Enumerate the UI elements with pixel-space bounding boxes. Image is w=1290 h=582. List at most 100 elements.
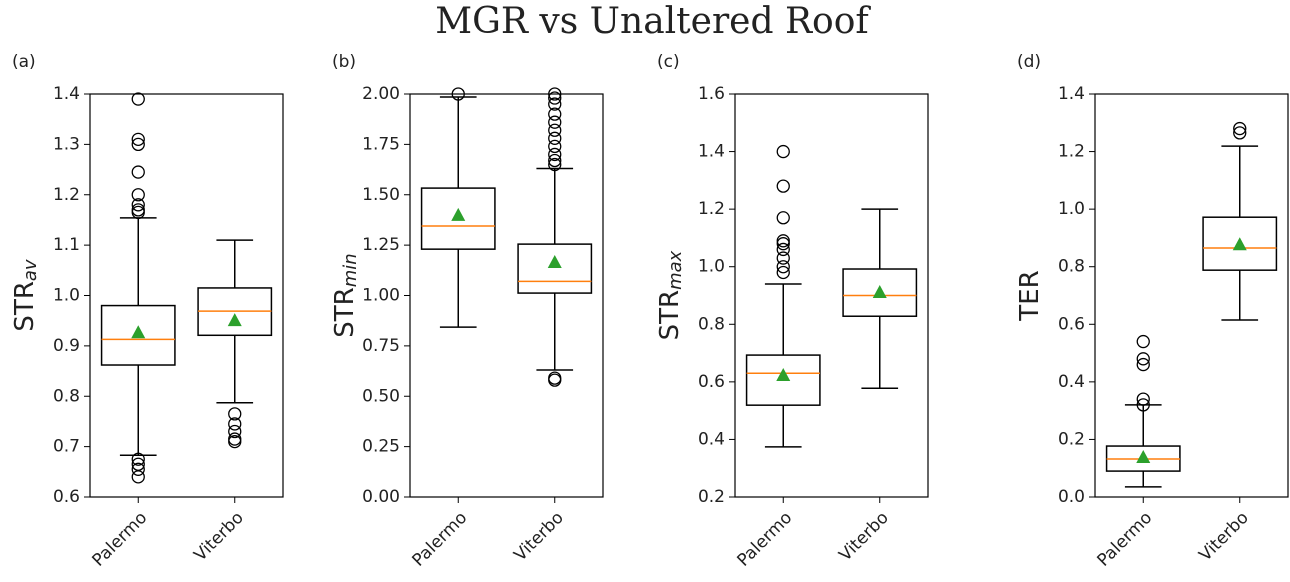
y-tick-label: 1.00 xyxy=(362,286,400,306)
y-tick-label: 1.0 xyxy=(1058,199,1085,219)
outlier xyxy=(131,470,145,484)
outlier xyxy=(131,92,145,106)
outlier xyxy=(228,432,242,446)
y-tick-label: 1.1 xyxy=(53,235,80,255)
outlier xyxy=(548,107,562,121)
y-tick-label: 0.2 xyxy=(1058,429,1085,449)
box xyxy=(842,268,918,317)
outlier xyxy=(131,165,145,179)
box xyxy=(745,354,821,406)
panel-label: (c) xyxy=(657,52,680,72)
x-tick-label: Viterbo xyxy=(510,508,567,565)
outlier xyxy=(776,265,790,280)
y-tick-label: 0.00 xyxy=(362,487,400,507)
outlier xyxy=(131,205,145,220)
box xyxy=(100,304,176,366)
box xyxy=(420,187,496,250)
y-axis-label-main: TER xyxy=(1015,270,1045,321)
axes-frame xyxy=(409,93,604,498)
outlier xyxy=(1136,334,1150,349)
mean-marker xyxy=(1232,237,1247,251)
y-tick-label: 0.8 xyxy=(1058,257,1085,277)
y-tick-label: 0.8 xyxy=(698,314,725,334)
y-tick-label: 1.3 xyxy=(53,134,80,154)
outlier xyxy=(131,137,145,152)
x-tick-label: Viterbo xyxy=(835,508,892,565)
outlier xyxy=(1136,357,1150,372)
outlier xyxy=(548,139,562,154)
outlier xyxy=(131,462,145,476)
y-tick-label: 0.25 xyxy=(362,437,400,457)
x-tick-label: Viterbo xyxy=(190,508,247,565)
y-axis-label: STRav xyxy=(10,259,42,331)
box xyxy=(517,243,593,294)
outlier xyxy=(776,237,790,251)
y-tick-label: 1.0 xyxy=(53,286,80,306)
outlier xyxy=(776,179,790,193)
y-axis-label-sub: av xyxy=(20,259,41,281)
outlier xyxy=(1136,352,1150,366)
outlier xyxy=(548,373,562,387)
y-tick-label: 1.4 xyxy=(1058,84,1085,104)
y-axis-label-main: STR xyxy=(655,290,685,340)
panel-label: (b) xyxy=(332,52,356,72)
box xyxy=(1202,216,1278,271)
outlier xyxy=(1136,392,1150,406)
outlier xyxy=(548,153,562,168)
panel-label: (a) xyxy=(12,52,36,72)
y-tick-label: 0.7 xyxy=(53,437,80,457)
outlier xyxy=(548,131,562,145)
axes-frame xyxy=(734,93,929,498)
y-axis-label-sub: min xyxy=(340,253,361,287)
outlier xyxy=(776,144,790,159)
mean-marker xyxy=(227,313,242,327)
outlier xyxy=(776,251,790,265)
y-tick-label: 1.2 xyxy=(698,199,725,219)
axes-frame xyxy=(1094,93,1289,498)
y-tick-label: 2.00 xyxy=(362,84,400,104)
outlier xyxy=(548,115,562,129)
mean-marker xyxy=(547,255,562,269)
outlier xyxy=(548,123,562,137)
outlier xyxy=(776,260,790,274)
mean-marker xyxy=(776,367,791,381)
y-tick-label: 0.4 xyxy=(1058,372,1085,392)
y-tick-label: 0.9 xyxy=(53,336,80,356)
x-tick-label: Palermo xyxy=(409,508,472,571)
outlier xyxy=(548,157,562,172)
outlier xyxy=(776,242,790,257)
panel-label: (d) xyxy=(1017,52,1041,72)
y-tick-label: 1.6 xyxy=(698,84,725,104)
outlier xyxy=(131,452,145,466)
y-axis-label: STRmin xyxy=(330,253,362,337)
y-tick-label: 1.50 xyxy=(362,185,400,205)
outlier xyxy=(548,97,562,111)
x-tick-label: Palermo xyxy=(1094,508,1157,571)
outlier xyxy=(451,87,465,101)
y-tick-label: 0.8 xyxy=(53,386,80,406)
outlier xyxy=(131,132,145,146)
outlier xyxy=(131,198,145,212)
x-tick-label: Palermo xyxy=(89,508,152,571)
outlier xyxy=(228,434,242,449)
outlier xyxy=(228,424,242,439)
y-tick-label: 1.0 xyxy=(698,257,725,277)
outlier xyxy=(228,407,242,421)
mean-marker xyxy=(131,325,146,339)
outlier xyxy=(548,91,562,105)
y-tick-label: 0.50 xyxy=(362,386,400,406)
y-axis-label-sub: max xyxy=(665,250,686,290)
outlier xyxy=(1136,398,1150,412)
y-tick-label: 0.6 xyxy=(1058,314,1085,334)
outlier xyxy=(776,234,790,248)
y-tick-label: 0.75 xyxy=(362,336,400,356)
y-tick-label: 0.6 xyxy=(53,487,80,507)
outlier xyxy=(548,147,562,162)
y-tick-label: 0.6 xyxy=(698,372,725,392)
y-tick-label: 1.2 xyxy=(53,185,80,205)
y-tick-label: 0.2 xyxy=(698,487,725,507)
y-axis-label-main: STR xyxy=(10,281,40,331)
y-tick-label: 1.25 xyxy=(362,235,400,255)
x-tick-label: Viterbo xyxy=(1195,508,1252,565)
